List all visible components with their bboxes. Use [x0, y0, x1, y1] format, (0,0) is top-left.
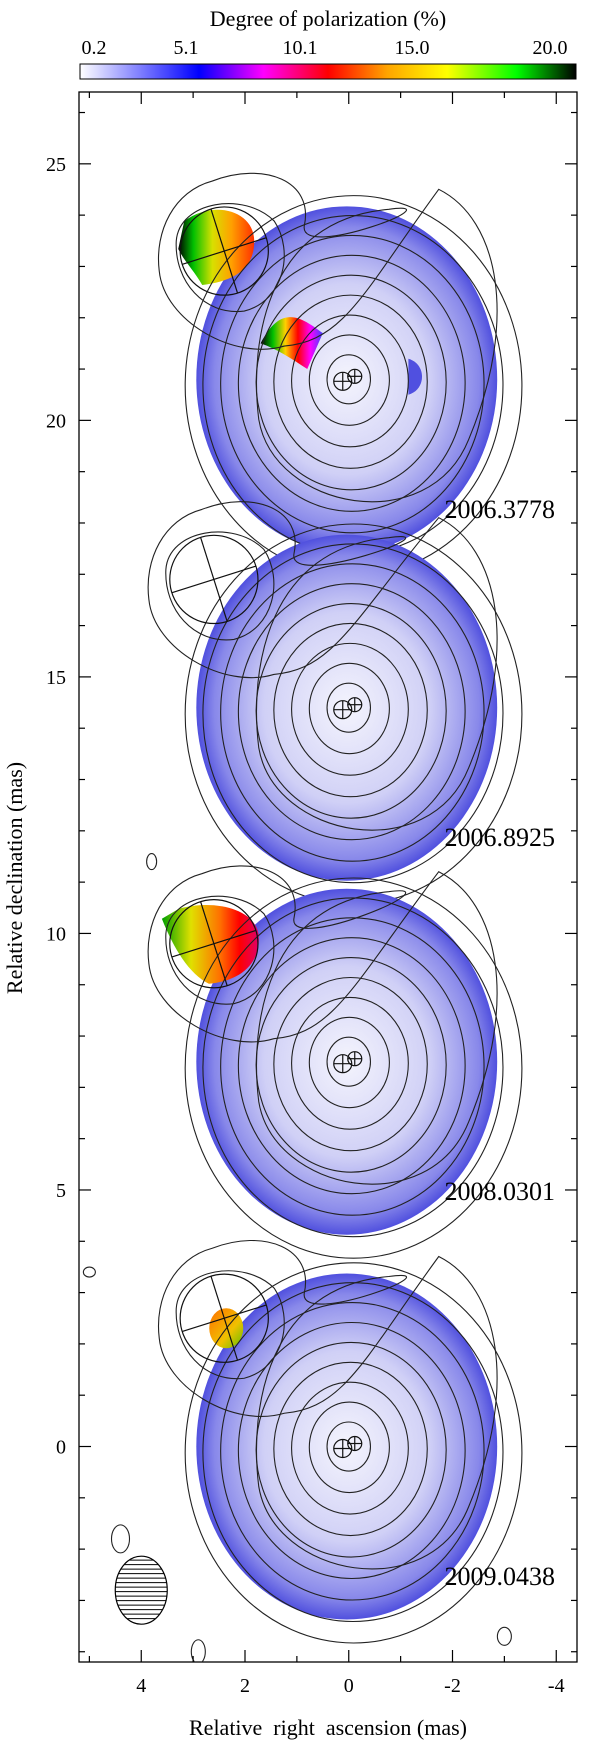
- core-contour: [220, 1302, 485, 1601]
- outer-contour: [147, 865, 498, 1185]
- colorbar-title: Degree of polarization (%): [210, 6, 446, 31]
- core-contour: [202, 897, 504, 1238]
- core-contour: [291, 1381, 409, 1515]
- jet-contour: [175, 203, 285, 313]
- noise-contour: [146, 853, 158, 871]
- jet-contour: [165, 531, 275, 641]
- x-tick-label: 4: [136, 1675, 146, 1697]
- core-contour: [220, 917, 485, 1216]
- core-contour: [220, 234, 485, 534]
- outer-contour: [157, 172, 498, 503]
- core-contour: [308, 1016, 390, 1109]
- epoch-label: 2006.8925: [445, 823, 556, 852]
- noise-contour: [82, 1266, 96, 1278]
- core-contour: [291, 642, 409, 776]
- epoch-label: 2008.0301: [445, 1177, 556, 1206]
- core-contour: [237, 937, 466, 1195]
- beam-ellipse: [114, 1555, 168, 1625]
- colorbar-tick-label: 5.1: [174, 37, 199, 59]
- x-axis-title: Relative right ascension (mas): [189, 1715, 467, 1740]
- core-contour: [326, 354, 372, 405]
- core-contour: [237, 583, 466, 841]
- jet-component: [169, 899, 259, 989]
- core-contour: [273, 976, 428, 1152]
- y-tick-label: 0: [56, 1437, 66, 1459]
- colorbar-tick-label: 10.1: [283, 37, 318, 59]
- core-contour: [273, 1361, 428, 1537]
- epoch-map: [147, 865, 523, 1259]
- jet-contour: [165, 895, 275, 1005]
- core-contour: [326, 1036, 372, 1087]
- colorbar-tick-label: 20.0: [533, 37, 568, 59]
- core-contour: [308, 1401, 390, 1494]
- jet-component-axis: [210, 208, 239, 294]
- y-tick-label: 5: [56, 1180, 66, 1202]
- outer-contour: [147, 501, 498, 831]
- core-contour: [326, 682, 372, 733]
- core-contour: [220, 563, 485, 862]
- core-contour: [308, 662, 390, 755]
- jet-component-axis: [200, 537, 228, 622]
- outer-contour: [157, 1240, 498, 1570]
- core-contour: [202, 1282, 504, 1623]
- core-contour: [237, 1321, 466, 1580]
- jet-contour: [175, 1270, 285, 1380]
- core-contour: [184, 877, 523, 1259]
- y-tick-label: 25: [46, 154, 66, 176]
- x-tick-label: 0: [344, 1675, 354, 1697]
- epoch-label: 2006.3778: [445, 495, 556, 524]
- x-tick-label: -2: [444, 1675, 461, 1697]
- noise-contour: [190, 1639, 206, 1662]
- colorbar-tick-label: 15.0: [395, 37, 430, 59]
- colorbar-tick-labels: 0.2 5.1 10.1 15.0 20.0: [82, 37, 568, 59]
- y-tick-label: 20: [46, 410, 66, 432]
- epoch-map: [147, 501, 523, 905]
- colorbar-tick-label: 0.2: [82, 37, 107, 59]
- epoch-map: [157, 172, 523, 577]
- core-contour: [291, 996, 409, 1130]
- colorbar: [79, 63, 577, 80]
- y-tick-label: 15: [46, 667, 66, 689]
- bridge-polarization: [260, 317, 323, 370]
- y-axis-title: Relative declination (mas): [2, 762, 27, 994]
- jet-polarization: [178, 209, 255, 286]
- jet-component-axis: [210, 1276, 239, 1361]
- core-contour: [237, 254, 466, 512]
- jet-component: [179, 206, 269, 296]
- plot-frame: [78, 91, 578, 1663]
- core-contour: [308, 334, 390, 426]
- core-contour: [184, 1262, 523, 1644]
- jet-component-axis: [200, 901, 228, 986]
- core-contour: [273, 294, 428, 469]
- epoch-label: 2009.0438: [445, 1562, 556, 1591]
- beam: [114, 1555, 168, 1625]
- core-contour: [326, 1421, 372, 1472]
- y-tick-label: 10: [46, 923, 66, 945]
- jet-component: [179, 1273, 269, 1363]
- noise-contour: [496, 1626, 512, 1646]
- core-contour: [291, 314, 409, 448]
- epoch-map: [157, 1240, 523, 1644]
- core-edge-polarization: [408, 358, 423, 395]
- x-tick-label: -4: [548, 1675, 565, 1697]
- noise-contour: [110, 1524, 131, 1554]
- core-contour: [202, 543, 504, 884]
- core-contour: [273, 622, 428, 798]
- jet-component: [169, 534, 259, 625]
- x-tick-label: 2: [240, 1675, 250, 1697]
